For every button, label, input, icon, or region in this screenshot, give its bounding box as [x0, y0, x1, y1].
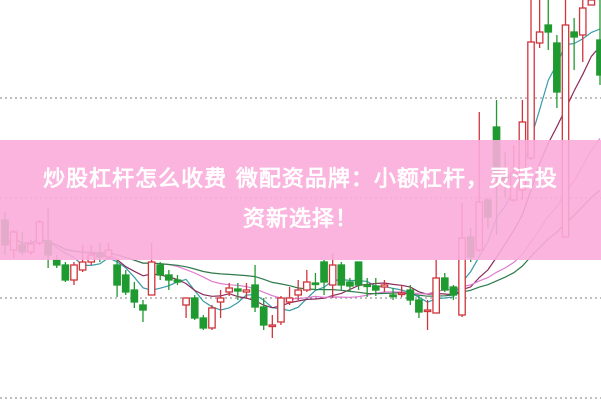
candle-down [406, 289, 415, 301]
candle-down [139, 304, 147, 311]
candle-down [199, 317, 208, 329]
candle-up [380, 284, 389, 288]
candle-down [553, 42, 561, 93]
candle-up [208, 307, 216, 329]
candle-up [242, 289, 251, 293]
candle-down [233, 288, 242, 292]
candle-down [570, 31, 578, 38]
candle-down [311, 282, 320, 286]
candle-down [371, 285, 380, 291]
candle-up [147, 261, 156, 296]
candle-down [190, 297, 199, 319]
candle-up [423, 309, 432, 313]
candle-down [415, 299, 423, 313]
candle-down [346, 281, 354, 287]
candle-down [363, 284, 372, 288]
candle-down [449, 286, 458, 296]
candle-up [182, 297, 190, 306]
title-line-1: 炒股杠杆怎么收费 微配资品牌：小额杠杆，灵活投 [43, 167, 558, 192]
candle-down [544, 24, 553, 33]
candle-down [320, 261, 328, 283]
candle-up [432, 277, 441, 314]
candle-down [113, 264, 121, 286]
candle-down [173, 279, 182, 283]
candle-up [535, 31, 544, 44]
candle-down [596, 39, 601, 76]
candle-down [121, 274, 130, 293]
candle-down [389, 294, 397, 298]
candle-up [578, 7, 587, 36]
candle-up [225, 287, 234, 293]
candle-up [78, 261, 87, 271]
candle-up [328, 264, 337, 286]
candle-down [156, 264, 165, 276]
candle-down [61, 264, 70, 281]
candle-up [587, 0, 596, 6]
candle-up [294, 289, 303, 296]
title-banner [0, 140, 601, 260]
candle-up [70, 264, 78, 281]
candle-up [216, 297, 225, 303]
banner-title: 炒股杠杆怎么收费 微配资品牌：小额杠杆，灵活投 资新选择！ [0, 160, 601, 240]
candle-down [130, 289, 139, 303]
candle-down [251, 284, 259, 308]
candle-up [285, 297, 294, 303]
candle-up [397, 292, 406, 296]
title-line-2: 资新选择！ [242, 207, 358, 232]
candle-down [52, 259, 61, 266]
candle-up [302, 281, 311, 291]
candle-up [268, 324, 277, 328]
candle-down [337, 264, 346, 286]
candle-down [259, 306, 268, 326]
candle-down [440, 277, 449, 291]
candle-down [354, 261, 363, 286]
candle-down [164, 274, 173, 281]
candle-up [277, 297, 285, 323]
